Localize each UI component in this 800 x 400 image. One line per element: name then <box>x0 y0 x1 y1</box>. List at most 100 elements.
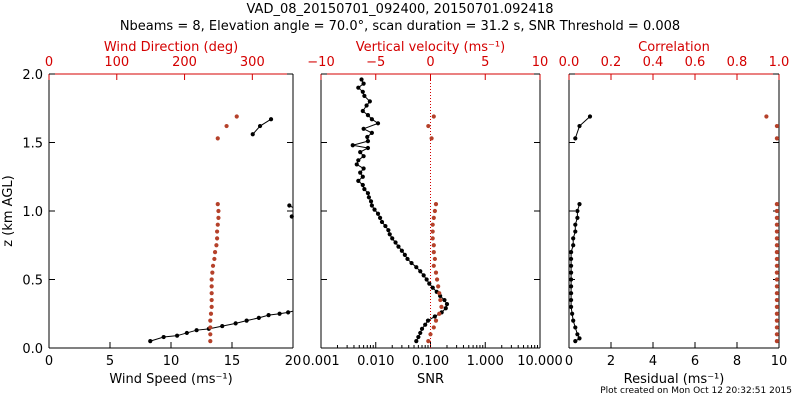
snr-data-point <box>379 219 385 225</box>
wind-y-tick-label: 0.0 <box>22 342 43 357</box>
snr-data-point <box>433 318 439 323</box>
residual-bottom-tick-label: 10 <box>771 354 788 369</box>
residual-data-point <box>577 202 582 207</box>
residual-bottom-tick-label: 6 <box>691 354 699 369</box>
wind-data-point <box>214 236 220 241</box>
residual-data-point <box>571 236 576 241</box>
wind-top-tick-label: 300 <box>240 55 265 70</box>
snr-data-point <box>360 182 365 188</box>
residual-data-point <box>774 243 780 248</box>
residual-data-point <box>570 311 575 316</box>
residual-data-point <box>573 229 578 234</box>
snr-data-point <box>361 154 366 159</box>
snr-data-point <box>368 199 374 204</box>
snr-top-tick-label: 10 <box>532 55 549 70</box>
snr-data-point <box>442 297 447 303</box>
wind-data-point <box>209 291 214 296</box>
snr-bottom-tick-label: 0.100 <box>412 354 449 369</box>
snr-data-point <box>443 306 448 311</box>
snr-data-point <box>365 139 371 144</box>
wind-data-point <box>214 243 219 248</box>
snr-data-point <box>409 260 414 266</box>
snr-top-tick-label: −10 <box>307 55 334 70</box>
snr-data-point <box>427 281 432 286</box>
residual-data-point <box>571 318 576 323</box>
snr-data-point <box>356 178 361 183</box>
wind-data-point <box>161 334 166 340</box>
snr-data-point <box>431 325 436 330</box>
snr-data-point <box>393 240 398 245</box>
wind-data-point <box>212 256 217 262</box>
residual-data-point <box>774 311 780 316</box>
residual-data-point <box>569 304 574 309</box>
residual-data-point <box>774 332 780 337</box>
residual-data-point <box>764 114 769 119</box>
snr-data-point <box>421 273 426 278</box>
wind-data-point <box>208 311 214 316</box>
wind-top-tick-label: 100 <box>104 55 129 70</box>
snr-data-point <box>358 149 363 155</box>
wind-y-tick-label: 1.0 <box>22 205 43 220</box>
residual-data-point <box>575 208 580 214</box>
snr-data-point <box>354 162 359 167</box>
wind-series-line <box>150 310 293 342</box>
snr-data-point <box>424 277 429 282</box>
residual-bottom-tick-label: 8 <box>733 354 741 369</box>
snr-bottom-tick-label: 0.010 <box>357 354 394 369</box>
residual-data-point <box>774 136 780 141</box>
residual-bottom-tick-label: 0 <box>565 354 573 369</box>
residual-data-point <box>774 304 780 309</box>
snr-data-point <box>425 318 431 323</box>
snr-data-point <box>375 211 381 216</box>
wind-data-point <box>209 304 214 309</box>
wind-data-point <box>208 318 213 323</box>
snr-data-point <box>369 130 374 136</box>
residual-data-point <box>573 325 578 330</box>
residual-data-point <box>774 215 780 220</box>
snr-data-point <box>431 243 436 248</box>
wind-bottom-tick-label: 0 <box>45 354 53 369</box>
snr-data-point <box>377 215 383 220</box>
wind-data-point <box>268 117 274 122</box>
wind-series-line <box>289 205 293 218</box>
wind-data-point <box>209 284 214 289</box>
wind-top-tick-label: 0 <box>45 55 53 70</box>
residual-top-tick-label: 0.0 <box>559 55 580 70</box>
wind-data-point <box>212 250 218 255</box>
wind-data-point <box>216 215 221 220</box>
snr-data-point <box>426 123 431 129</box>
residual-data-point <box>571 243 576 248</box>
snr-data-point <box>426 339 431 344</box>
residual-data-point <box>587 114 593 119</box>
residual-data-point <box>569 284 574 289</box>
snr-data-point <box>383 223 388 229</box>
snr-data-point <box>437 291 442 296</box>
snr-data-point <box>396 244 401 249</box>
snr-data-point <box>402 252 407 257</box>
snr-data-point <box>365 113 371 118</box>
wind-data-point <box>208 332 213 337</box>
snr-data-point <box>428 332 433 337</box>
snr-top-tick-label: 0 <box>426 55 434 70</box>
residual-bottom-axis-label: Residual (ms⁻¹) <box>624 372 725 387</box>
wind-data-point <box>244 318 249 323</box>
snr-data-point <box>423 322 428 327</box>
snr-data-point <box>444 302 450 307</box>
wind-data-point <box>208 339 213 344</box>
residual-top-tick-label: 1.0 <box>769 55 790 70</box>
wind-data-point <box>215 202 220 207</box>
snr-data-point <box>431 263 436 268</box>
residual-data-point <box>774 339 780 344</box>
residual-top-tick-label: 0.2 <box>601 55 622 70</box>
snr-data-point <box>364 103 369 108</box>
wind-data-point <box>234 114 239 119</box>
wind-data-point <box>220 323 225 329</box>
residual-data-point <box>774 325 780 330</box>
snr-data-point <box>430 229 435 234</box>
wind-data-point <box>175 333 180 338</box>
snr-data-point <box>429 136 434 141</box>
plot-created-footer: Plot created on Mon Oct 12 20:32:51 2015 <box>600 386 792 396</box>
snr-data-point <box>362 186 367 192</box>
chart-subtitle: Nbeams = 8, Elevation angle = 70.0°, sca… <box>119 19 681 34</box>
